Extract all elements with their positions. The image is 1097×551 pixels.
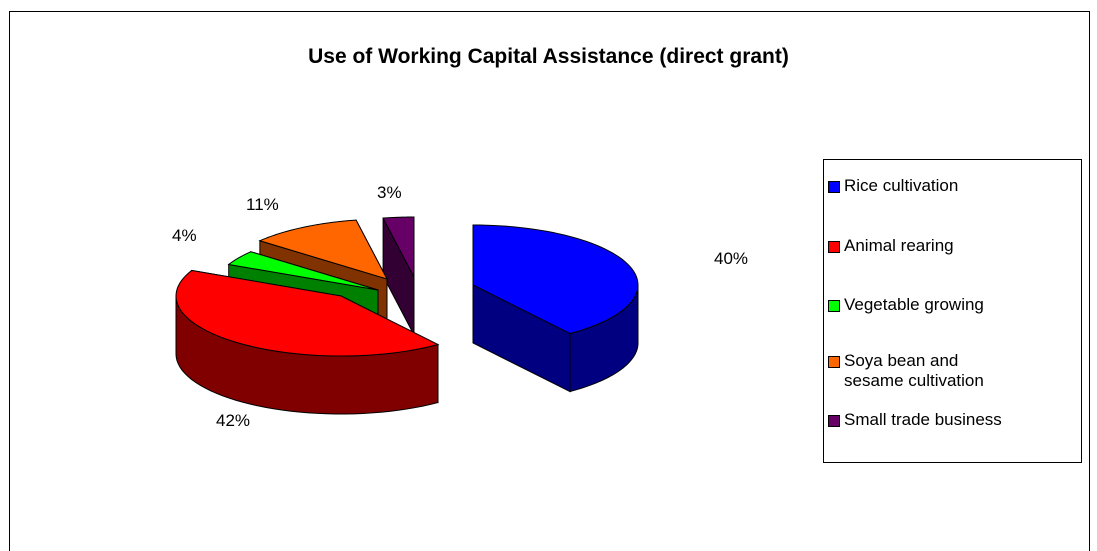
legend-swatch xyxy=(828,241,840,253)
legend-swatch xyxy=(828,356,840,368)
pie-slice-top xyxy=(472,224,639,335)
data-label: 4% xyxy=(172,226,197,245)
chart-legend: Rice cultivation Animal rearing Vegetabl… xyxy=(823,159,1082,463)
data-label: 40% xyxy=(714,249,748,268)
legend-item: Animal rearing xyxy=(828,236,954,256)
data-label: 11% xyxy=(246,195,279,214)
data-label: 3% xyxy=(377,183,402,202)
legend-label: Small trade business xyxy=(844,410,1002,429)
pie-slice-top xyxy=(175,269,440,357)
pie-slice xyxy=(382,216,415,336)
legend-swatch xyxy=(828,300,840,312)
legend-item: Small trade business xyxy=(828,410,1002,430)
legend-label: Rice cultivation xyxy=(844,176,959,195)
legend-label: Vegetable growing xyxy=(844,295,984,314)
legend-item: Soya bean and sesame cultivation xyxy=(828,351,984,391)
pie-slice-top xyxy=(258,219,388,280)
pie-slice-top xyxy=(382,216,415,278)
legend-label: Animal rearing xyxy=(844,236,954,255)
chart-title: Use of Working Capital Assistance (direc… xyxy=(308,45,789,68)
legend-swatch xyxy=(828,181,840,193)
data-label: 42% xyxy=(216,411,250,430)
legend-label: Soya bean and sesame cultivation xyxy=(844,351,984,390)
legend-swatch xyxy=(828,415,840,427)
pie-slice xyxy=(175,269,440,415)
chart-frame xyxy=(9,11,1090,551)
pie-slice-top xyxy=(227,251,379,291)
pie-slice xyxy=(472,224,639,393)
legend-item: Vegetable growing xyxy=(828,295,984,315)
legend-item: Rice cultivation xyxy=(828,176,958,196)
